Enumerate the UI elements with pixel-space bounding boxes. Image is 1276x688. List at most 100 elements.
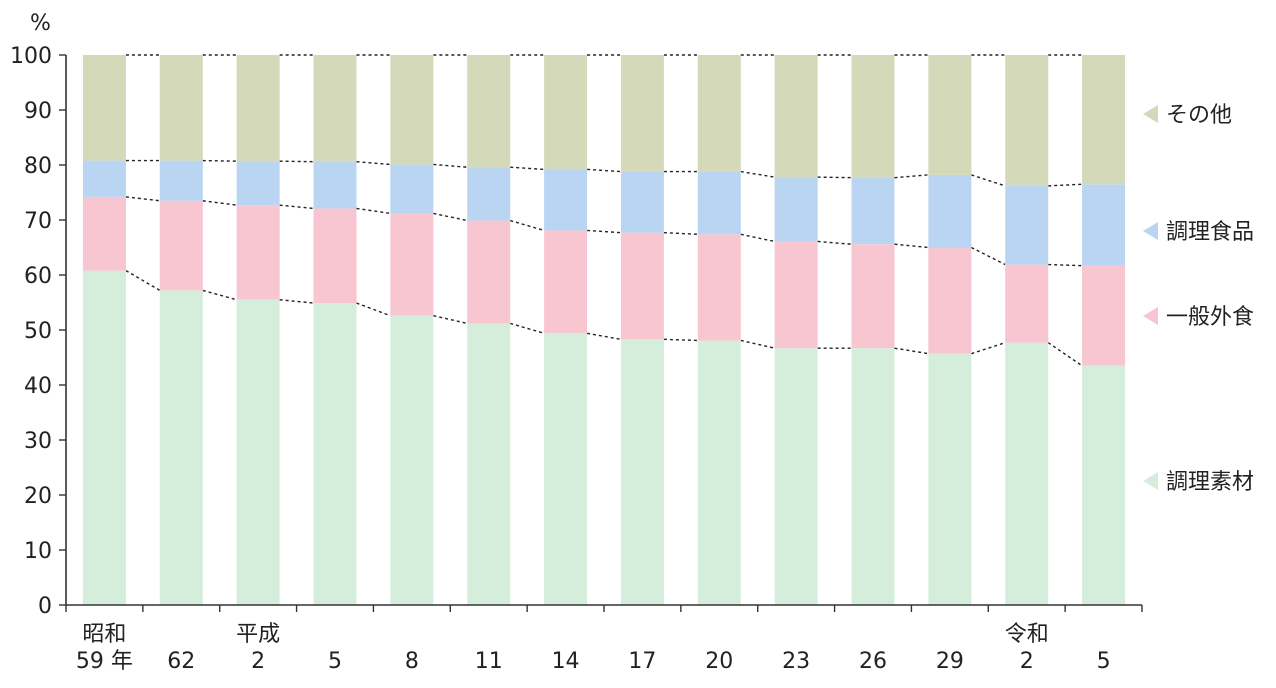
bar-segment <box>313 161 357 209</box>
connector-line <box>125 269 161 292</box>
x-tick-label: 17 <box>628 649 656 674</box>
y-axis-unit-label: % <box>30 11 51 36</box>
x-tick-label: 26 <box>859 649 887 674</box>
bar-segment <box>774 177 818 242</box>
axes-layer <box>65 55 1143 612</box>
bar-segment <box>467 323 511 605</box>
connector-line <box>356 302 391 317</box>
connector-line <box>663 231 698 235</box>
legend-label: その他 <box>1166 103 1232 128</box>
bar-segment <box>313 208 357 304</box>
x-era-label: 昭和 <box>82 622 126 647</box>
x-tick-label: 29 <box>936 649 964 674</box>
x-tick-label: 8 <box>405 649 419 674</box>
legend-label: 一般外食 <box>1166 305 1254 330</box>
x-tick-label: 5 <box>1097 649 1111 674</box>
bar-segment <box>1005 55 1049 186</box>
bar-segment <box>620 55 664 172</box>
bar-segment <box>236 55 280 162</box>
connector-line <box>1048 263 1083 267</box>
legend: 調理素材 一般外食 調理食品 その他 <box>1143 103 1254 495</box>
bar-segment <box>236 205 280 300</box>
bar-segment <box>697 340 741 605</box>
bar-segment <box>851 55 895 178</box>
y-tick-label: 100 <box>10 44 52 69</box>
connector-line <box>587 229 621 234</box>
bar-segment <box>544 55 588 170</box>
connector-line <box>971 246 1006 266</box>
bar-segment <box>1082 55 1126 185</box>
y-tick-label: 0 <box>38 594 52 619</box>
connector-line <box>894 347 929 355</box>
connector-line <box>587 168 621 173</box>
connector-line <box>202 289 237 301</box>
bar-segment <box>1005 185 1049 265</box>
x-tick-label: 23 <box>782 649 810 674</box>
x-tick-label: 14 <box>552 649 580 674</box>
x-tick-label: 2 <box>1020 649 1034 674</box>
y-tick-label: 60 <box>24 264 52 289</box>
connector-line <box>740 170 775 178</box>
x-tick-label: 62 <box>167 649 195 674</box>
bar-segment <box>390 315 434 605</box>
bar-segment <box>697 55 741 172</box>
bar-segment <box>620 171 664 233</box>
x-tick-label: 20 <box>705 649 733 674</box>
bar-segment <box>159 290 203 605</box>
y-tick-label: 10 <box>24 539 52 564</box>
connector-line <box>356 161 391 166</box>
connector-line <box>279 299 314 304</box>
bar-segment <box>390 55 434 165</box>
bar-segment <box>313 303 357 605</box>
bars-layer <box>82 55 1126 605</box>
y-tick-label: 80 <box>24 154 52 179</box>
y-tick-label: 30 <box>24 429 52 454</box>
bar-segment <box>697 171 741 235</box>
bar-segment <box>851 177 895 245</box>
bar-segment <box>851 244 895 349</box>
legend-swatch <box>1143 307 1158 325</box>
connector-line <box>663 338 698 342</box>
connector-line <box>356 207 391 215</box>
bar-segment <box>82 196 126 271</box>
connector-line <box>433 315 468 325</box>
bar-segment <box>620 339 664 605</box>
bar-segment <box>313 55 357 162</box>
bar-segment <box>928 174 972 248</box>
bar-segment <box>774 241 818 349</box>
x-tick-label: 2 <box>251 649 265 674</box>
connector-lines <box>125 54 1083 367</box>
bar-segment <box>774 348 818 605</box>
y-tick-label: 50 <box>24 319 52 344</box>
bar-segment <box>236 161 280 206</box>
connector-line <box>433 163 468 168</box>
bar-segment <box>159 55 203 161</box>
bar-segment <box>851 348 895 605</box>
connector-line <box>971 341 1006 355</box>
bar-segment <box>467 55 511 168</box>
bar-segment <box>1082 184 1126 266</box>
x-tick-label: 59 年 <box>76 649 133 674</box>
bar-segment <box>774 55 818 178</box>
legend-label: 調理食品 <box>1166 220 1254 245</box>
connector-line <box>510 322 545 334</box>
connector-line <box>740 233 775 243</box>
connector-line <box>433 212 468 222</box>
connector-line <box>971 174 1006 187</box>
bar-segment <box>697 234 741 341</box>
connector-line <box>1048 183 1083 187</box>
y-tick-label: 70 <box>24 209 52 234</box>
connector-line <box>894 243 929 249</box>
bar-segment <box>544 169 588 231</box>
bar-segment <box>467 220 511 324</box>
bar-segment <box>928 247 972 354</box>
bar-segment <box>544 333 588 605</box>
connector-line <box>510 166 545 171</box>
bar-segment <box>1005 264 1049 343</box>
connector-line <box>1047 342 1083 367</box>
x-era-label: 令和 <box>1005 622 1049 647</box>
connector-line <box>586 332 622 341</box>
bar-segment <box>82 55 126 161</box>
bar-segment <box>1082 365 1126 605</box>
